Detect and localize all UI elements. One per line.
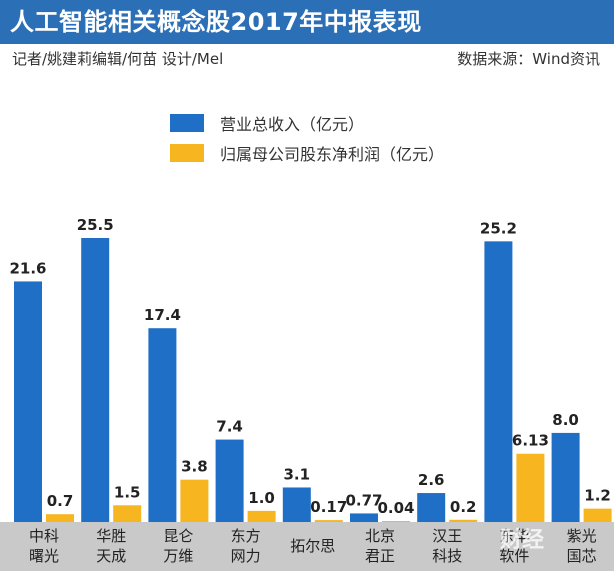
- bar-revenue: [417, 493, 446, 522]
- data-label-profit: 1.5: [114, 483, 141, 501]
- data-label-revenue: 21.6: [9, 259, 46, 277]
- x-axis-band: [0, 522, 614, 571]
- byline: 记者/姚建莉编辑/何苗 设计/Mel: [12, 50, 224, 68]
- bar-profit: [113, 505, 142, 522]
- data-label-profit: 3.8: [181, 458, 208, 476]
- legend-swatch-revenue: [170, 114, 204, 132]
- category-label: 东方: [231, 527, 261, 545]
- data-label-revenue: 7.4: [216, 418, 243, 436]
- bar-revenue: [81, 238, 110, 522]
- data-label-profit: 0.04: [377, 499, 414, 517]
- category-label: 天成: [96, 547, 126, 565]
- bar-profit: [449, 519, 478, 522]
- bar-profit: [516, 453, 545, 522]
- data-source: 数据来源：Wind资讯: [457, 50, 600, 68]
- data-label-profit: 0.17: [310, 498, 347, 516]
- bar-profit: [180, 479, 209, 522]
- category-label: 万维: [163, 547, 193, 565]
- category-label: 中科: [29, 527, 59, 545]
- category-label: 软件: [499, 547, 529, 565]
- category-label: 昆仑: [163, 527, 193, 545]
- bar-revenue: [551, 432, 580, 522]
- legend: 营业总收入（亿元） 归属母公司股东净利润（亿元）: [170, 108, 444, 168]
- data-label-revenue: 25.5: [77, 216, 114, 234]
- data-label-revenue: 25.2: [480, 219, 517, 237]
- data-label-profit: 1.2: [584, 487, 611, 505]
- bar-revenue: [215, 439, 244, 522]
- bar-revenue: [148, 328, 177, 522]
- bar-profit: [382, 521, 410, 522]
- category-label: 汉王: [432, 527, 462, 545]
- legend-swatch-profit: [170, 144, 204, 162]
- bar-profit: [314, 520, 343, 522]
- category-label: 华胜: [96, 527, 126, 545]
- data-label-profit: 0.2: [450, 498, 477, 516]
- watermark: 财经: [500, 528, 545, 553]
- data-label-revenue: 3.1: [284, 465, 311, 483]
- category-label: 拓尔思: [290, 537, 335, 555]
- data-label-revenue: 17.4: [144, 306, 181, 324]
- bar-revenue: [282, 487, 311, 522]
- category-label: 网力: [231, 547, 261, 565]
- bar-profit: [583, 508, 612, 522]
- legend-label-revenue: 营业总收入（亿元）: [220, 115, 365, 134]
- bar-revenue: [484, 241, 513, 522]
- bar-revenue: [14, 281, 42, 522]
- category-label: 曙光: [29, 547, 59, 565]
- data-label-revenue: 8.0: [552, 411, 579, 429]
- bar-profit: [46, 514, 74, 522]
- category-label: 紫光: [567, 527, 597, 545]
- legend-label-profit: 归属母公司股东净利润（亿元）: [220, 145, 445, 164]
- legend-item-profit: 归属母公司股东净利润（亿元）: [170, 138, 444, 168]
- data-label-profit: 6.13: [512, 432, 549, 450]
- data-label-profit: 1.0: [248, 489, 275, 507]
- category-label: 北京: [365, 527, 395, 545]
- bar-revenue: [350, 513, 378, 522]
- category-label: 东华: [499, 527, 529, 545]
- category-label: 科技: [432, 547, 462, 565]
- chart-title: 人工智能相关概念股2017年中报表现: [0, 0, 614, 44]
- data-label-revenue: 2.6: [418, 471, 445, 489]
- data-label-revenue: 0.77: [345, 491, 382, 509]
- legend-item-revenue: 营业总收入（亿元）: [170, 108, 444, 138]
- data-label-profit: 0.7: [47, 492, 74, 510]
- category-label: 国芯: [567, 547, 597, 565]
- category-label: 君正: [365, 547, 395, 565]
- bar-profit: [247, 510, 276, 522]
